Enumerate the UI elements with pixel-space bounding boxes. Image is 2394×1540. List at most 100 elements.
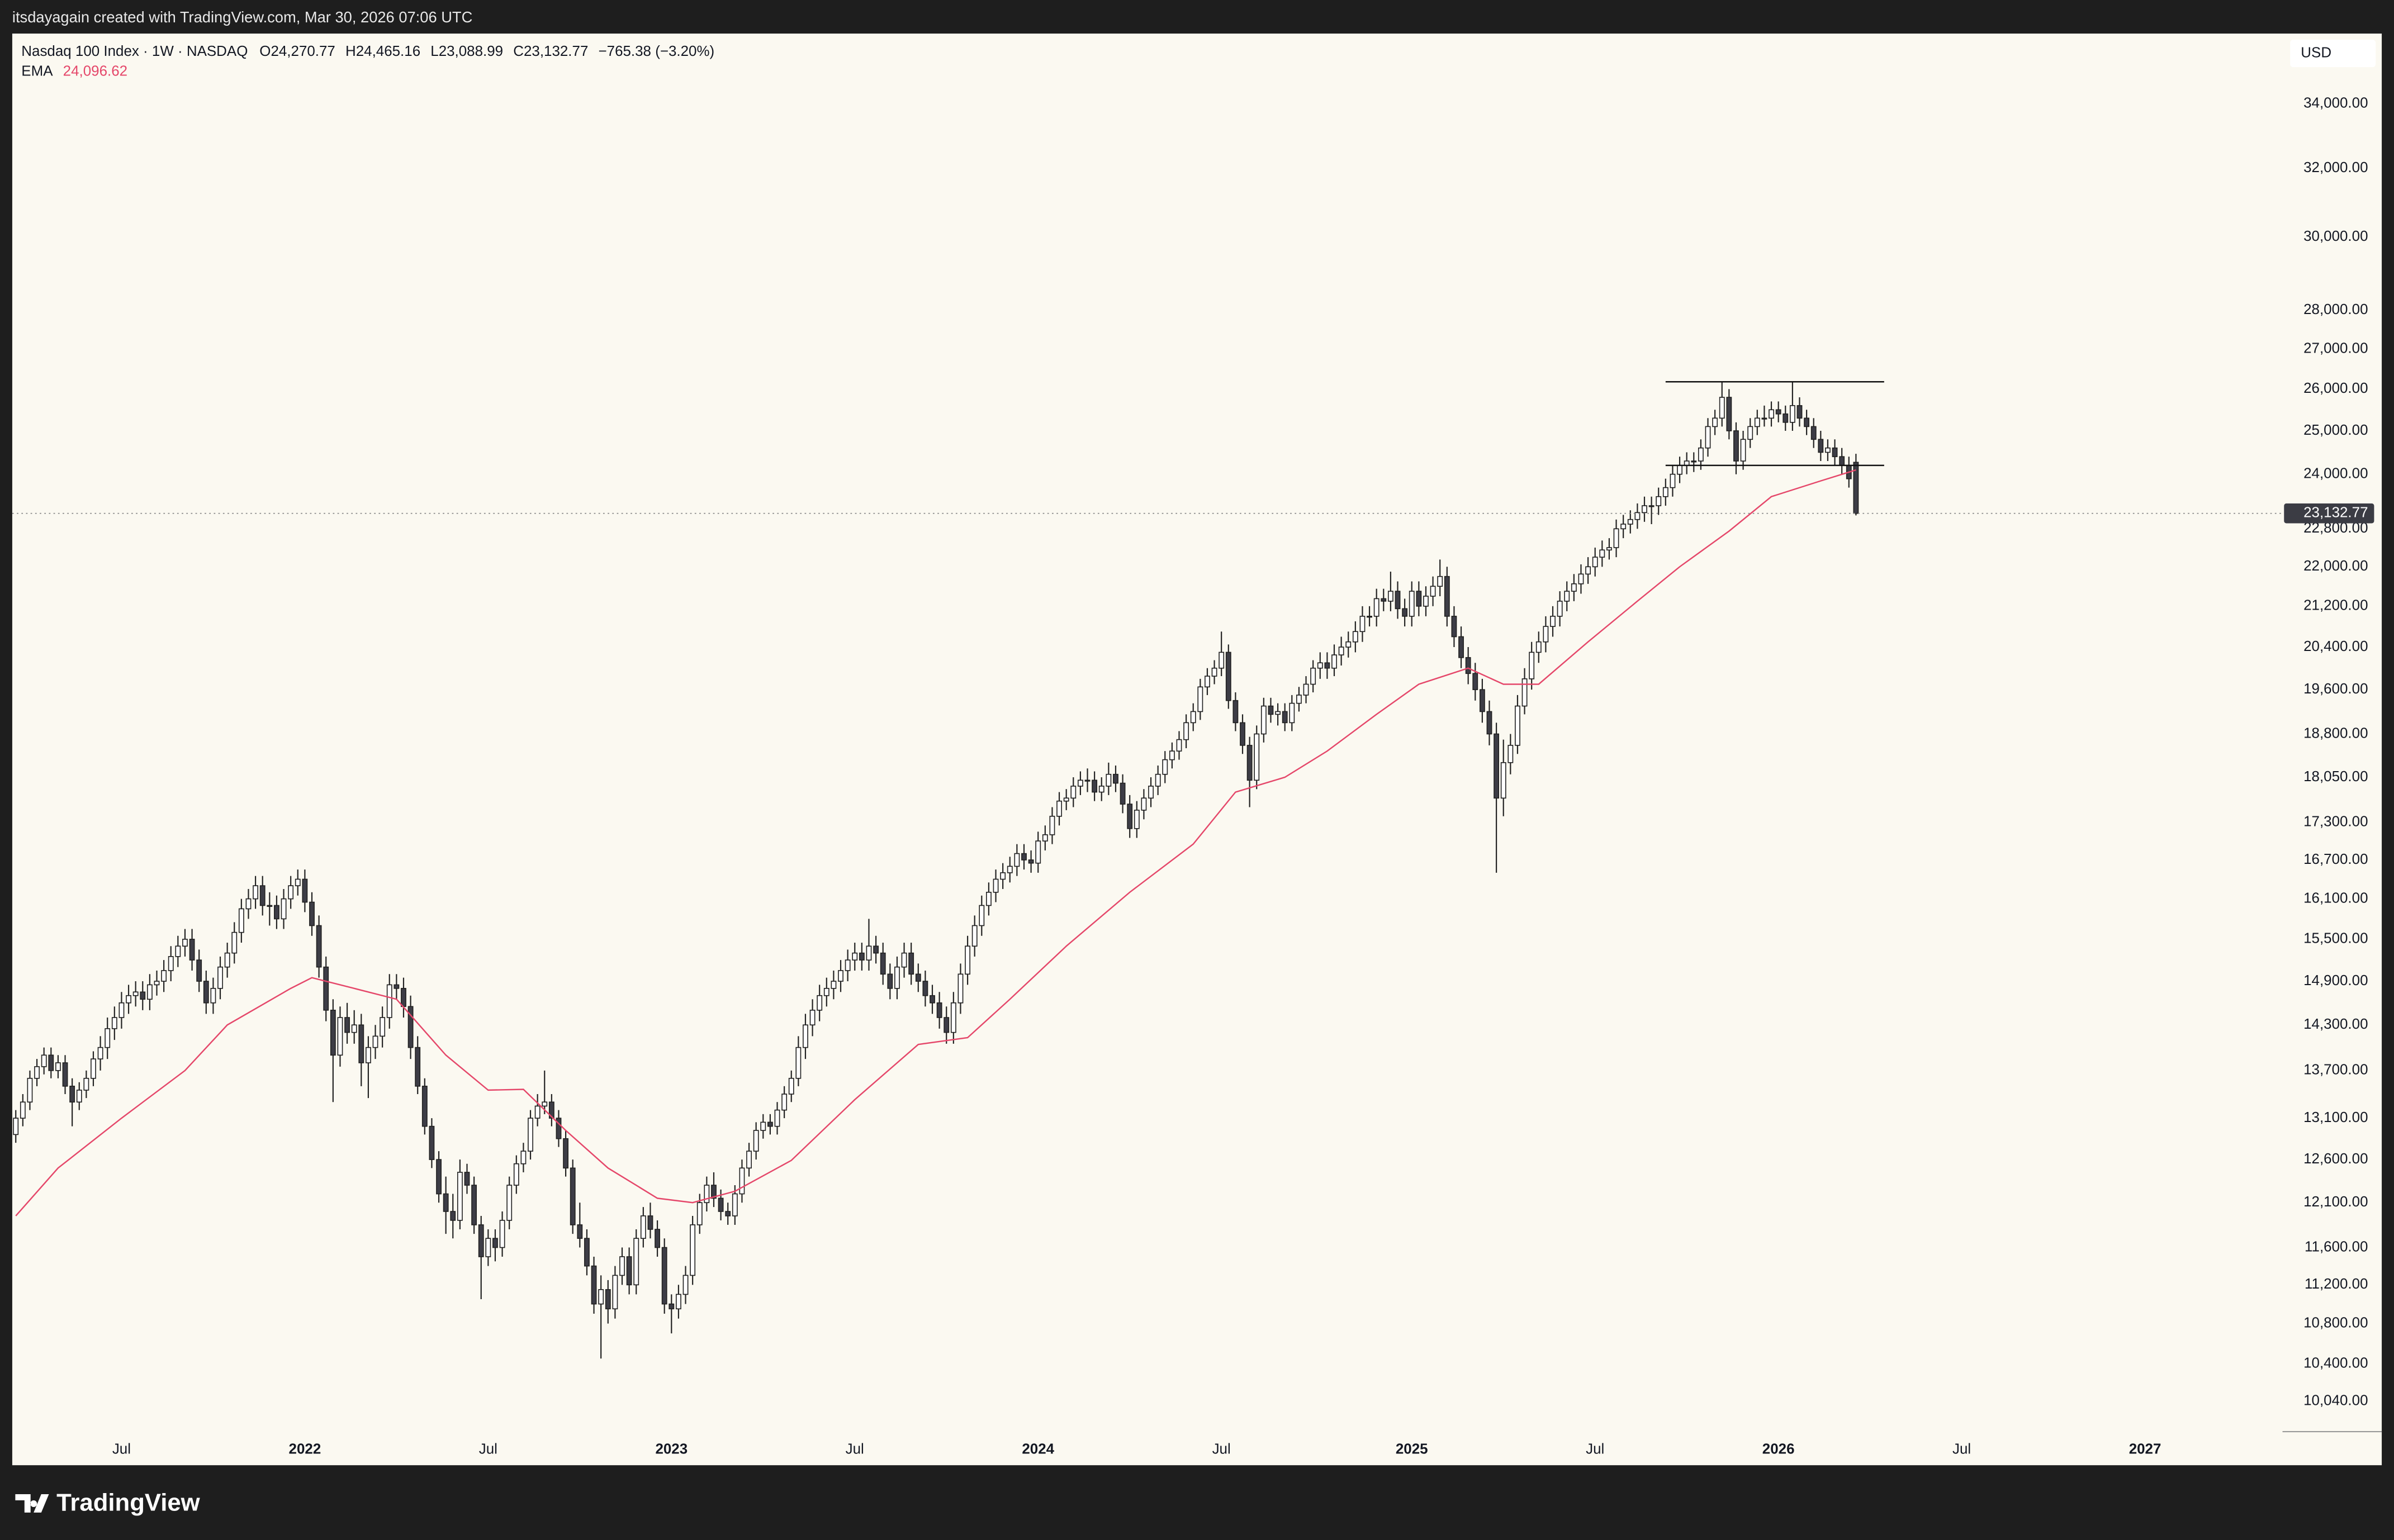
candle-body bbox=[1825, 447, 1831, 453]
x-tick-label: 2022 bbox=[289, 1442, 321, 1457]
candle-body bbox=[274, 905, 279, 920]
candle-body bbox=[513, 1163, 519, 1186]
candle-body bbox=[182, 939, 188, 947]
candle-body bbox=[556, 1118, 562, 1139]
candle-body bbox=[676, 1294, 681, 1310]
x-tick-label: Jul bbox=[1212, 1442, 1231, 1457]
currency[interactable]: USD bbox=[2301, 45, 2331, 60]
candle-body bbox=[584, 1238, 590, 1267]
candle-body bbox=[1338, 647, 1344, 655]
candle-body bbox=[407, 1006, 414, 1048]
candle-body bbox=[965, 945, 970, 975]
y-tick-label: 21,200.00 bbox=[2303, 598, 2368, 614]
candle-body bbox=[859, 952, 865, 961]
candle-body bbox=[146, 984, 153, 1000]
candle-body bbox=[1521, 678, 1528, 707]
candle-body bbox=[111, 1017, 117, 1029]
y-tick-label: 27,000.00 bbox=[2303, 340, 2368, 356]
y-tick-label: 19,600.00 bbox=[2303, 681, 2368, 697]
candle-body bbox=[1352, 631, 1358, 643]
candle-body bbox=[873, 945, 879, 954]
candle-body bbox=[1796, 405, 1803, 419]
candle-body bbox=[669, 1303, 675, 1310]
candle-body bbox=[1240, 722, 1245, 746]
candle-body bbox=[1465, 657, 1471, 674]
x-tick-label: Jul bbox=[112, 1442, 131, 1457]
candle-body bbox=[105, 1028, 111, 1048]
candle-body bbox=[605, 1289, 611, 1310]
candle-body bbox=[1691, 460, 1697, 463]
candle-body bbox=[1035, 840, 1041, 864]
candle-body bbox=[464, 1172, 470, 1186]
candle-body bbox=[1268, 705, 1274, 715]
candle-body bbox=[831, 981, 837, 989]
symbol: Nasdaq 100 Index · 1W · NASDAQ bbox=[21, 44, 248, 59]
y-tick-label: 30,000.00 bbox=[2303, 229, 2368, 244]
candle-body bbox=[1627, 519, 1633, 525]
candle-body bbox=[1042, 834, 1048, 842]
candle-body bbox=[1246, 745, 1253, 781]
candle-body bbox=[168, 956, 174, 971]
candle-body bbox=[520, 1151, 527, 1164]
y-tick-label: 18,050.00 bbox=[2303, 769, 2368, 785]
candle-body bbox=[1331, 654, 1337, 669]
candle-body bbox=[760, 1121, 766, 1131]
candle-body bbox=[528, 1118, 533, 1152]
candle-body bbox=[1127, 804, 1133, 829]
candle-body bbox=[809, 1010, 816, 1026]
candle-body bbox=[1571, 583, 1577, 592]
candle-body bbox=[1070, 786, 1077, 799]
candle-body bbox=[351, 1024, 357, 1033]
candle-body bbox=[1543, 626, 1549, 643]
candle-body bbox=[1373, 598, 1379, 617]
candle-body bbox=[767, 1121, 773, 1127]
candle-body bbox=[330, 1010, 336, 1056]
candle-body bbox=[1620, 524, 1627, 530]
candle-body bbox=[1529, 652, 1535, 679]
candle-body bbox=[238, 908, 244, 933]
ema-name: EMA bbox=[21, 63, 53, 79]
currency-box[interactable] bbox=[2290, 40, 2376, 68]
y-tick-label: 25,000.00 bbox=[2303, 422, 2368, 438]
candle-body bbox=[309, 901, 315, 926]
candle-body bbox=[161, 970, 167, 982]
candle-body bbox=[1000, 872, 1006, 880]
candle-body bbox=[1176, 739, 1182, 752]
candle-body bbox=[1698, 447, 1704, 462]
candle-body bbox=[1155, 773, 1161, 787]
candle-body bbox=[217, 966, 223, 989]
x-tick-label: 2023 bbox=[655, 1442, 688, 1457]
candle-body bbox=[1120, 782, 1126, 805]
candle-body bbox=[647, 1215, 653, 1230]
candle-body bbox=[1726, 397, 1732, 431]
candle-body bbox=[1225, 652, 1231, 701]
candle-body bbox=[1190, 711, 1196, 724]
candle-body bbox=[570, 1167, 576, 1225]
candle-body bbox=[1507, 745, 1514, 763]
candle-body bbox=[1416, 591, 1422, 607]
candle-body bbox=[1789, 405, 1795, 423]
candle-body bbox=[76, 1090, 82, 1103]
candle-body bbox=[922, 981, 928, 996]
candle-body bbox=[302, 878, 308, 903]
candle-body bbox=[394, 984, 400, 989]
y-tick-label: 15,500.00 bbox=[2303, 931, 2368, 947]
candle-body bbox=[1606, 547, 1612, 551]
candle-body bbox=[1028, 859, 1034, 864]
candle-body bbox=[944, 1017, 950, 1033]
plot bbox=[12, 381, 2283, 1359]
candle-body bbox=[936, 1002, 942, 1018]
candle-body bbox=[1451, 616, 1457, 638]
candle-body bbox=[83, 1077, 89, 1091]
candle-body bbox=[1761, 417, 1767, 420]
brand-logo: TradingView bbox=[15, 1489, 201, 1516]
candle-body bbox=[1063, 797, 1069, 802]
candle-body bbox=[478, 1224, 484, 1257]
candle-body bbox=[1670, 473, 1676, 488]
candle-body bbox=[1775, 409, 1781, 415]
candle-body bbox=[1007, 866, 1013, 873]
candle-body bbox=[210, 988, 216, 1004]
candle-body bbox=[1747, 426, 1753, 440]
candle-body bbox=[295, 878, 301, 886]
candle-body bbox=[1183, 722, 1189, 740]
